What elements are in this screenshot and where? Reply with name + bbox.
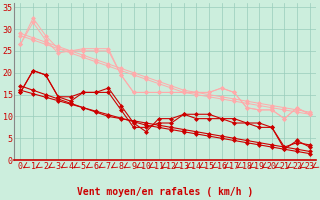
X-axis label: Vent moyen/en rafales ( km/h ): Vent moyen/en rafales ( km/h ) (77, 187, 253, 197)
